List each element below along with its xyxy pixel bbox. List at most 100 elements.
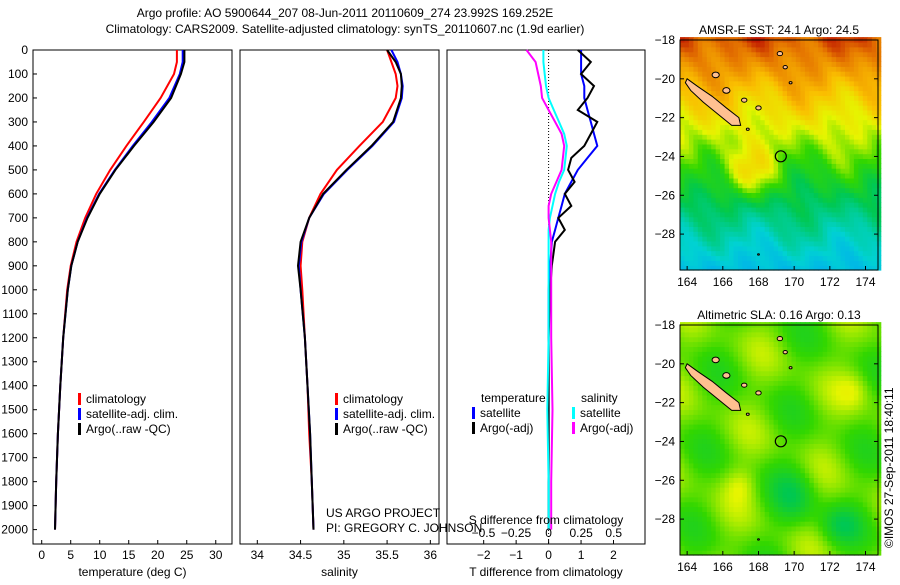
map-cell [840,114,846,121]
map-cell [782,250,788,257]
map-cell [693,491,699,498]
map-cell [760,173,766,179]
map-cell [876,341,882,347]
map-cell [693,390,699,396]
map-cell [876,530,882,537]
map-cell [782,448,788,454]
map-cell [818,516,824,522]
map-cell [720,75,726,82]
map-cell [849,385,855,391]
map-cell [684,506,690,512]
map-cell [818,105,824,111]
map-cell [836,226,842,232]
map-cell [876,458,882,464]
map-cell [858,148,864,155]
map-cell [769,496,775,503]
map-cell [720,458,726,464]
map-cell [778,535,784,542]
map-cell [818,182,824,189]
map-cell [800,491,806,498]
map-cell [693,506,699,512]
map-cell [684,477,690,483]
map-cell [697,351,703,357]
map-cell [876,511,882,517]
map-cell [849,511,855,517]
map-cell [836,443,842,449]
map-cell [813,192,819,198]
map-cell [827,356,833,362]
map-cell [804,458,810,464]
map-cell [720,163,726,169]
map-cell [733,424,739,430]
map-cell [809,211,815,218]
map-cell [818,399,824,406]
map-cell [751,448,757,454]
map-cell [862,351,868,357]
map-cell [822,491,828,498]
map-cell [729,336,735,343]
map-cell [853,163,859,169]
map-cell [804,404,810,411]
map-cell [862,231,868,237]
map-cell [738,404,744,411]
map-cell [787,236,793,242]
map-cell [746,153,752,159]
map-cell [853,365,859,372]
map-cell [755,143,761,150]
map-cell [742,250,748,257]
map-cell [760,148,766,155]
map-cell [738,211,744,218]
map-cell [787,511,793,517]
map-cell [751,168,757,174]
map-cell [849,119,855,126]
map-cell [818,240,824,247]
map-cell [715,143,721,150]
map-cell [693,467,699,474]
map-cell [787,496,793,503]
map-cell [711,66,717,72]
map-cell [853,206,859,213]
map-cell [800,385,806,391]
map-cell [693,326,699,333]
map-cell [804,394,810,401]
map-cell [711,428,717,435]
lon-tick-label: 168 [748,560,768,574]
map-cell [787,187,793,193]
map-cell [840,346,846,352]
map-cell [849,404,855,411]
map-cell [867,462,873,469]
map-cell [680,46,686,53]
map-cell [693,216,699,223]
map-cell [715,506,721,512]
map-cell [711,535,717,542]
map-cell [795,245,801,252]
map-cell [729,331,735,338]
map-cell [738,114,744,121]
map-cell [782,346,788,352]
map-cell [791,90,797,96]
map-cell [724,95,730,101]
map-cell [809,501,815,508]
map-cell [697,331,703,338]
map-cell [827,365,833,372]
map-cell [746,462,752,469]
map-cell [769,390,775,396]
map-cell [733,521,739,527]
map-cell [764,516,770,522]
map-cell [738,438,744,444]
map-cell [773,380,779,386]
map-cell [729,260,735,266]
map-cell [858,240,864,247]
map-cell [751,85,757,92]
map-cell [746,177,752,184]
map-cell [862,114,868,121]
map-cell [693,472,699,478]
map-cell [804,380,810,386]
map-cell [684,85,690,92]
map-cell [778,385,784,391]
map-cell [800,46,806,53]
map-cell [849,462,855,469]
map-cell [867,192,873,198]
map-cell [764,153,770,159]
map-cell [800,192,806,198]
